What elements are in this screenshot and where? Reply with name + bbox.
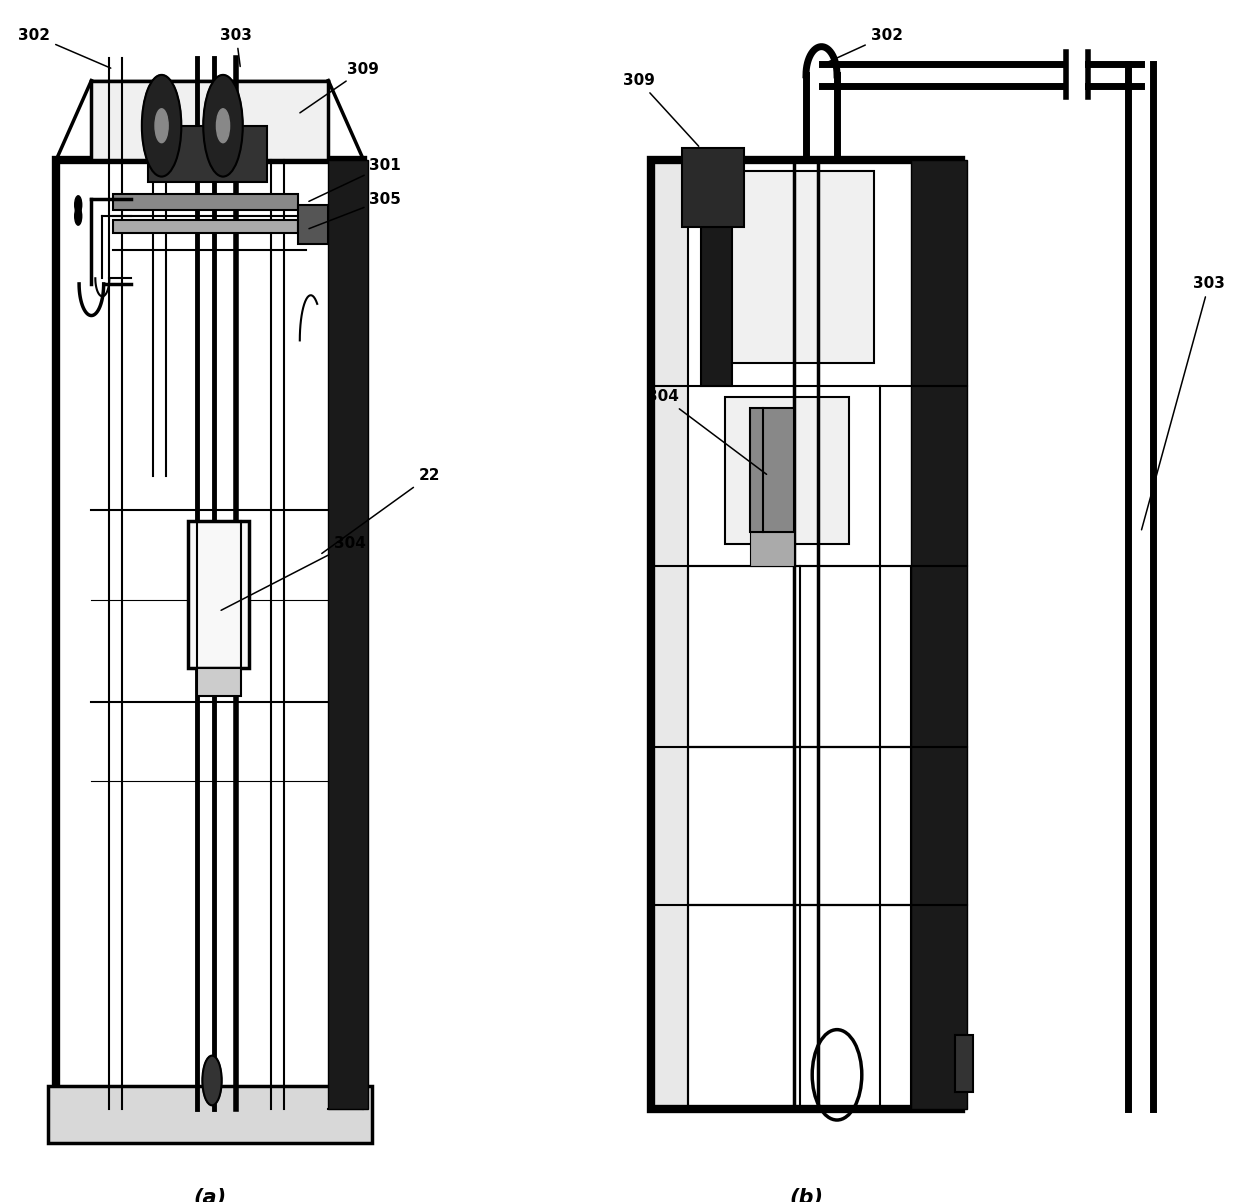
Bar xyxy=(92,81,329,160)
Circle shape xyxy=(217,108,229,143)
Bar xyxy=(750,532,794,566)
Text: 302: 302 xyxy=(827,28,903,63)
Bar xyxy=(651,160,961,1108)
Text: 301: 301 xyxy=(309,157,402,202)
Bar xyxy=(688,566,911,748)
Bar xyxy=(113,194,298,210)
Bar xyxy=(329,160,368,1108)
Bar xyxy=(56,160,363,1108)
Bar xyxy=(955,1035,973,1091)
Text: 309: 309 xyxy=(300,61,379,113)
Bar xyxy=(725,171,874,363)
Circle shape xyxy=(74,196,82,214)
Circle shape xyxy=(203,75,243,177)
Text: 304: 304 xyxy=(221,536,366,611)
Text: (b): (b) xyxy=(789,1188,823,1202)
Bar xyxy=(113,220,298,233)
Bar xyxy=(149,126,267,183)
Circle shape xyxy=(74,207,82,225)
Bar xyxy=(651,160,688,1108)
Text: 22: 22 xyxy=(322,469,440,553)
Circle shape xyxy=(202,1055,222,1106)
Bar xyxy=(1068,52,1086,97)
Text: 302: 302 xyxy=(19,28,110,69)
Circle shape xyxy=(141,75,181,177)
Circle shape xyxy=(155,108,169,143)
Text: 305: 305 xyxy=(309,191,402,228)
Bar xyxy=(47,1087,372,1143)
Text: 303: 303 xyxy=(221,28,252,66)
Text: (a): (a) xyxy=(193,1188,227,1202)
Bar xyxy=(701,160,732,386)
Bar xyxy=(682,148,744,227)
Bar xyxy=(725,397,849,543)
Bar xyxy=(188,522,249,668)
Bar xyxy=(688,748,911,905)
Bar xyxy=(911,160,967,1108)
Bar xyxy=(750,409,794,532)
Bar xyxy=(197,668,241,696)
Text: 303: 303 xyxy=(1142,276,1225,530)
Bar xyxy=(298,204,329,244)
Text: 309: 309 xyxy=(622,73,698,147)
Text: 304: 304 xyxy=(647,389,766,475)
Bar xyxy=(688,905,911,1108)
